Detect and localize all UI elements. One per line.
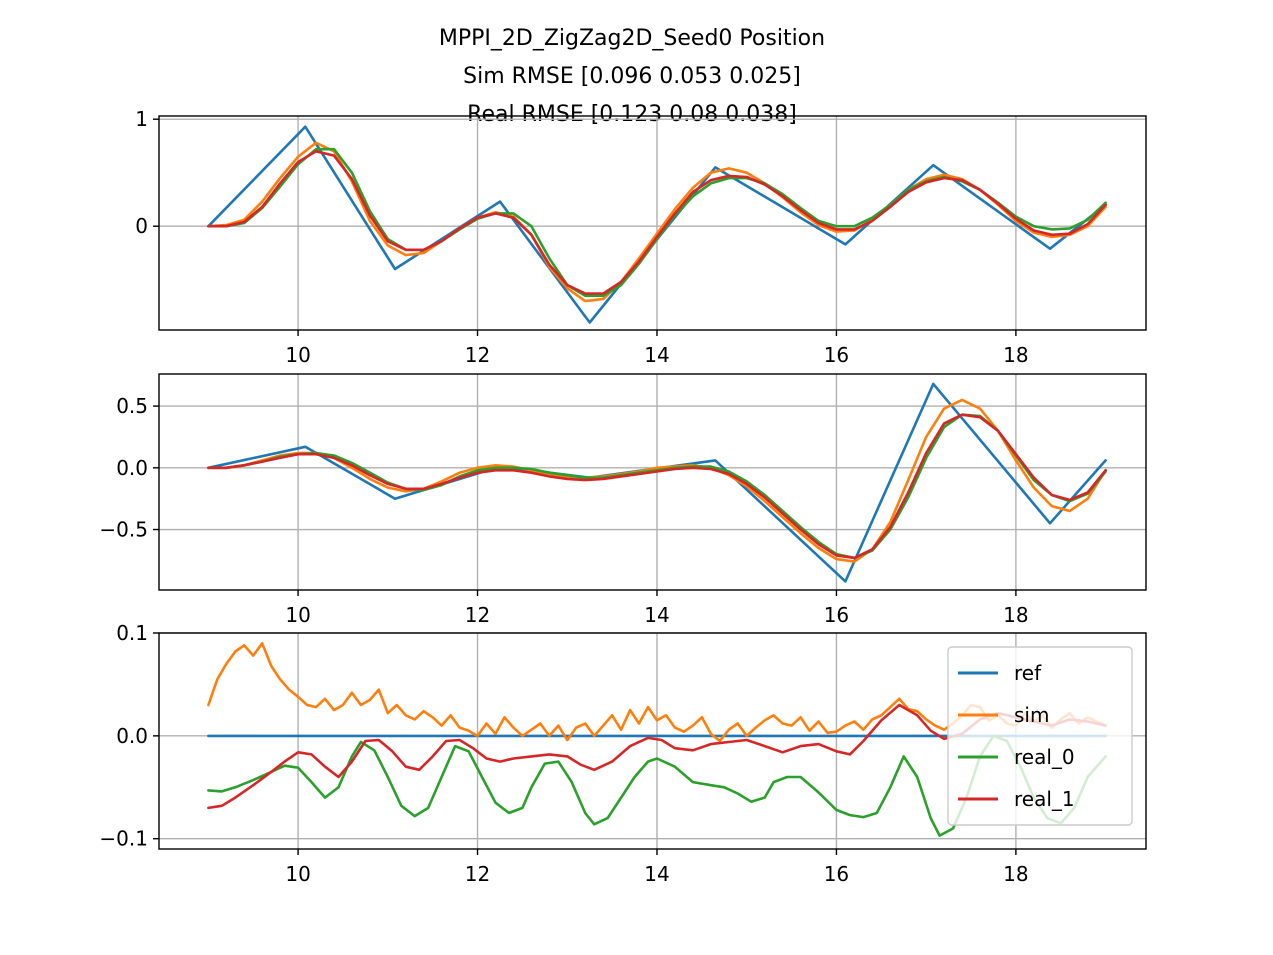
subplot-2: 10 12 14 16 18 −0.5 0.0 0.5 [99, 373, 1147, 627]
grid-2 [159, 374, 1146, 590]
series-sim [207, 398, 1107, 563]
x-tick-label: 12 [465, 603, 490, 627]
ticks-2: 10 12 14 16 18 −0.5 0.0 0.5 [99, 394, 1028, 627]
series-real_1 [207, 150, 1107, 295]
axes-frame-2 [158, 373, 1147, 591]
y-tick-label: −0.1 [99, 827, 148, 851]
legend-label-real_1: real_1 [1014, 787, 1075, 811]
legend-label-ref: ref [1014, 661, 1042, 685]
y-tick-label: 0.0 [116, 724, 148, 748]
x-tick-label: 18 [1003, 343, 1028, 367]
x-tick-label: 10 [285, 862, 310, 886]
subplots: 10 12 14 16 18 0 1 10 12 14 16 18 −0.5 0.0 0.5 10 12 14 16… [99, 107, 1147, 886]
x-tick-label: 18 [1003, 603, 1028, 627]
series-group-2 [207, 382, 1107, 583]
legend-box [947, 646, 1133, 826]
series-group-1 [207, 125, 1107, 324]
x-tick-label: 18 [1003, 862, 1028, 886]
x-tick-label: 14 [644, 862, 669, 886]
title-line-1: MPPI_2D_ZigZag2D_Seed0 Position [439, 26, 825, 51]
x-tick-label: 10 [285, 603, 310, 627]
x-tick-label: 16 [824, 343, 849, 367]
legend-label-real_0: real_0 [1014, 745, 1075, 769]
y-tick-label: 0.0 [116, 456, 148, 480]
x-tick-label: 14 [644, 343, 669, 367]
series-real_1 [207, 703, 1107, 810]
title-line-2: Sim RMSE [0.096 0.053 0.025] [463, 64, 801, 89]
subplot-3: 10 12 14 16 18 −0.1 0.0 0.1 ref sim real_0 real_1 [99, 621, 1147, 886]
legend-label-sim: sim [1014, 703, 1049, 727]
title-line-3: Real RMSE [0.123 0.08 0.038] [467, 102, 797, 127]
axes-frame-1 [158, 115, 1147, 331]
figure-title: MPPI_2D_ZigZag2D_Seed0 Position Sim RMSE… [439, 26, 825, 127]
ticks-1: 10 12 14 16 18 0 1 [135, 107, 1028, 367]
y-tick-label: 0.1 [116, 621, 148, 645]
y-tick-label: −0.5 [99, 518, 148, 542]
x-tick-label: 10 [285, 343, 310, 367]
x-tick-label: 12 [465, 862, 490, 886]
legend: ref sim real_0 real_1 [947, 646, 1133, 826]
y-tick-label: 1 [135, 107, 148, 131]
subplot-1: 10 12 14 16 18 0 1 [135, 107, 1147, 367]
ticks-3: 10 12 14 16 18 −0.1 0.0 0.1 [99, 621, 1028, 886]
x-tick-label: 16 [824, 603, 849, 627]
y-tick-label: 0.5 [116, 394, 148, 418]
series-real_0 [207, 734, 1107, 837]
series-sim [207, 141, 1107, 303]
grid-1 [159, 116, 1146, 330]
y-tick-label: 0 [135, 214, 148, 238]
x-tick-label: 16 [824, 862, 849, 886]
x-tick-label: 14 [644, 603, 669, 627]
axes-frame-3 [158, 632, 1147, 850]
x-tick-label: 12 [465, 343, 490, 367]
series-real_1 [207, 413, 1107, 560]
